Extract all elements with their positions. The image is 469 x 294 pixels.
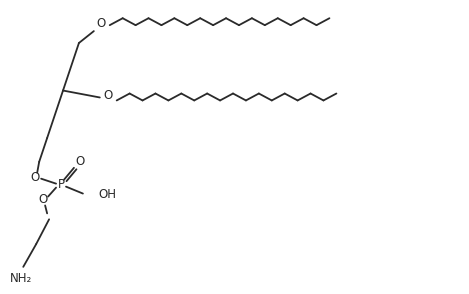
Text: O: O — [30, 171, 40, 184]
Text: P: P — [58, 178, 65, 191]
Text: O: O — [103, 89, 113, 102]
Text: OH: OH — [99, 188, 117, 201]
Text: NH₂: NH₂ — [10, 272, 32, 285]
Text: O: O — [76, 155, 84, 168]
Text: O: O — [96, 17, 106, 30]
Text: O: O — [38, 193, 48, 206]
